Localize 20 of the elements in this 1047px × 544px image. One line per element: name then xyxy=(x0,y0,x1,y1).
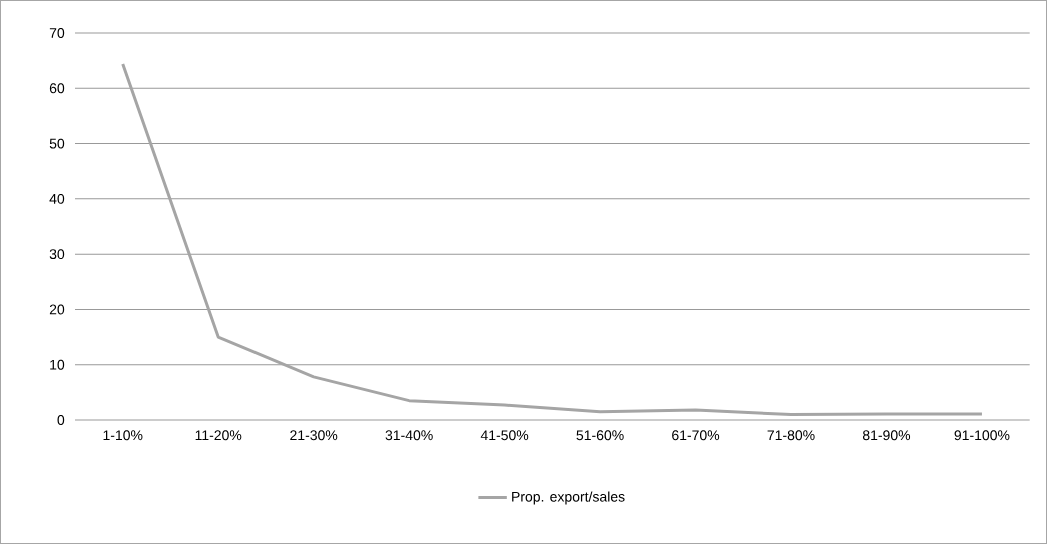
x-tick-label: 51-60% xyxy=(576,430,624,441)
y-tick-label: 10 xyxy=(50,359,65,370)
y-tick-label: 0 xyxy=(57,415,65,425)
legend-label: Prop. export/sales xyxy=(512,491,625,505)
line-series xyxy=(121,62,984,416)
x-tick-label: 71-80% xyxy=(767,430,815,441)
y-tick-label: 70 xyxy=(49,28,65,38)
y-tick-label: 20 xyxy=(49,304,65,315)
y-tick-label: 60 xyxy=(49,83,65,94)
x-tick-label: 31-40% xyxy=(385,430,433,441)
x-tick-label: 11-20% xyxy=(195,430,242,441)
y-tick-label: 50 xyxy=(49,138,65,149)
x-tick-label: 21-30% xyxy=(290,430,338,441)
x-tick-label: 41-50% xyxy=(480,430,529,441)
y-tick-label: 40 xyxy=(49,193,65,204)
x-tick-label: 1-10% xyxy=(103,430,143,441)
x-tick-label: 81-90% xyxy=(862,430,911,441)
x-tick-label: 61-70% xyxy=(672,430,720,441)
x-tick-label: 91-100% xyxy=(954,430,1010,441)
y-tick-label: 30 xyxy=(49,249,65,260)
